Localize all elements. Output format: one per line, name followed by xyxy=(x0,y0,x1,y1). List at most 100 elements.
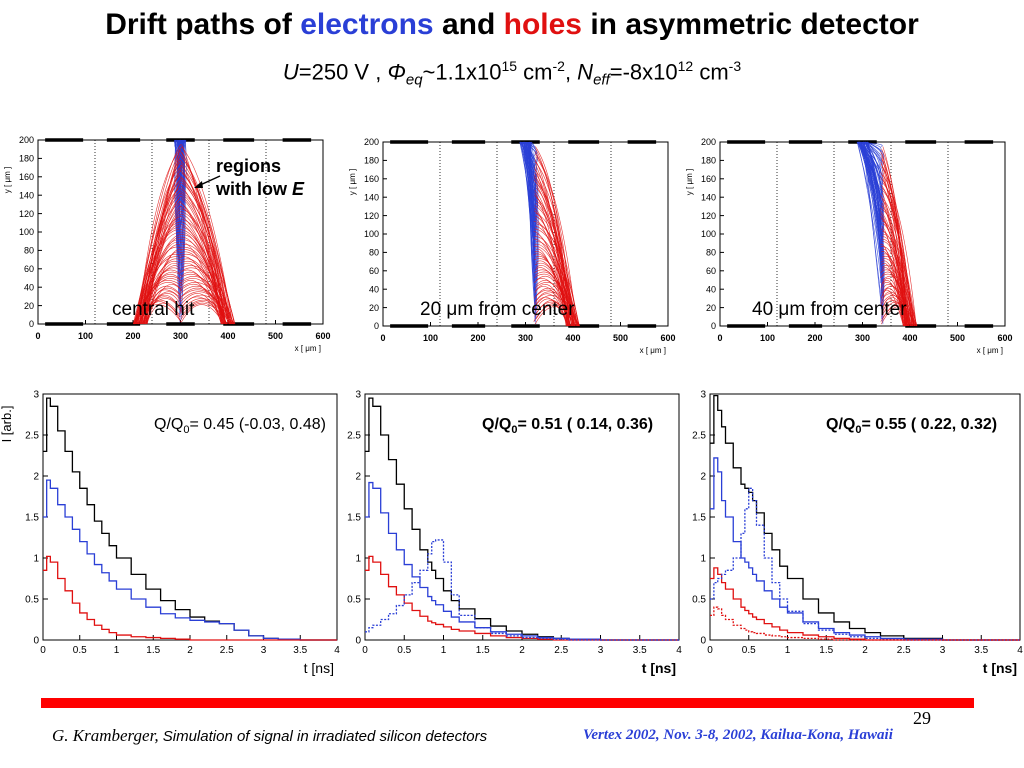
hole-path xyxy=(881,192,911,327)
charge-label-central-sub: 0 xyxy=(183,424,190,437)
detector-parameters: U=250 V , Φeq~1.1x1015 cm-2, Neff=-8x101… xyxy=(0,58,1024,89)
y-tick-label: 140 xyxy=(19,190,34,200)
low-field-annotation: regions with low E xyxy=(216,155,304,201)
hole-path xyxy=(136,144,181,325)
footer-accent-bar xyxy=(41,698,974,708)
current-pulse-central-plot: 0 0.5 1 1.5 2 2.5 3 3.5 4 0 0.5 1 1.5 2 2.5 3 t [ns] I [a… xyxy=(0,390,340,677)
current-series-line xyxy=(710,567,1020,641)
y-tick-label: 2.5 xyxy=(692,431,706,442)
x-tick-label: 0 xyxy=(362,645,368,656)
x-tick-label: 2 xyxy=(519,645,525,656)
electron-path xyxy=(860,141,882,281)
hole-path xyxy=(181,293,223,325)
hole-path xyxy=(533,231,576,327)
x-tick-label: 1 xyxy=(114,645,120,656)
y-tick-label: 0.5 xyxy=(25,595,39,606)
hole-path xyxy=(882,223,904,327)
electron-path xyxy=(865,141,883,157)
electron-path xyxy=(519,141,537,191)
x-tick-label: 4 xyxy=(1017,645,1023,656)
current-series-line xyxy=(710,487,1020,641)
neff-value: =-8x10 xyxy=(609,59,678,85)
drift-trajectories xyxy=(132,139,236,325)
hole-path xyxy=(179,241,222,325)
neff-unit: cm xyxy=(693,59,729,85)
y-tick-label: 80 xyxy=(369,248,379,258)
conference-info: Vertex 2002, Nov. 3-8, 2002, Kailua-Kona… xyxy=(583,727,893,743)
x-axis-label: t [ns] xyxy=(642,660,676,676)
annotation-arrow xyxy=(194,175,221,188)
fluence-subscript: eq xyxy=(405,71,423,89)
current-series-line xyxy=(710,606,1020,641)
x-tick-label: 600 xyxy=(660,333,675,343)
hole-path xyxy=(181,146,233,325)
y-tick-label: 100 xyxy=(701,229,716,239)
charge-label-20um-sub: 0 xyxy=(511,424,518,437)
x-tick-label: 0 xyxy=(380,333,385,343)
fluence-exponent: 15 xyxy=(501,58,518,74)
hole-path xyxy=(880,306,914,327)
electron-path xyxy=(857,141,883,175)
y-tick-label: 120 xyxy=(701,211,716,221)
x-tick-label: 100 xyxy=(423,333,438,343)
hole-path xyxy=(144,213,182,325)
x-tick-label: 3 xyxy=(261,645,267,656)
drift-paths-central-plot: 0 100 200 300 400 500 600 0 20 40 60 80 100 120 140 160… xyxy=(3,135,331,353)
neff-unit-exponent: -3 xyxy=(728,58,742,74)
hole-path xyxy=(533,297,569,327)
hole-path xyxy=(179,298,230,325)
y-tick-label: 140 xyxy=(364,192,379,202)
caption-40um-suffix: m from center xyxy=(789,299,907,320)
electron-path xyxy=(174,139,181,148)
y-tick-label: 0 xyxy=(29,319,34,329)
x-tick-label: 500 xyxy=(613,333,628,343)
x-tick-label: 2.5 xyxy=(220,645,234,656)
y-tick-label: 2.5 xyxy=(25,431,39,442)
electron-path xyxy=(525,141,535,160)
hole-path xyxy=(881,267,915,327)
hole-path xyxy=(880,260,904,327)
y-tick-label: 3 xyxy=(700,390,706,401)
x-tick-label: 0 xyxy=(35,331,40,341)
title-holes: holes xyxy=(503,8,582,41)
x-tick-label: 1.5 xyxy=(146,645,160,656)
hole-path xyxy=(180,223,230,325)
y-tick-label: 0 xyxy=(355,636,361,647)
hole-path xyxy=(179,159,226,325)
talk-title: Simulation of signal in irradiated silic… xyxy=(158,728,488,745)
title-part-1: Drift paths of xyxy=(105,8,301,41)
hole-path xyxy=(135,195,182,325)
charge-label-40um-pre: Q/Q xyxy=(826,416,856,433)
x-tick-label: 400 xyxy=(220,331,235,341)
title-electrons: electrons xyxy=(300,8,434,41)
current-series-line xyxy=(365,481,679,641)
electron-path xyxy=(181,139,186,310)
neff-symbol: N xyxy=(577,59,594,85)
electron-path xyxy=(529,141,538,320)
x-tick-label: 300 xyxy=(173,331,188,341)
x-tick-label: 3 xyxy=(940,645,946,656)
hole-path xyxy=(145,154,181,325)
y-tick-label: 100 xyxy=(364,229,379,239)
charge-label-central-pre: Q/Q xyxy=(154,416,184,433)
x-tick-label: 400 xyxy=(565,333,580,343)
x-tick-label: 1 xyxy=(441,645,447,656)
x-tick-label: 100 xyxy=(78,331,93,341)
x-tick-label: 0.5 xyxy=(73,645,87,656)
y-tick-label: 2.5 xyxy=(347,431,361,442)
title-part-2: and xyxy=(433,8,504,41)
current-series-line xyxy=(43,555,337,641)
y-tick-label: 3 xyxy=(33,390,39,401)
y-tick-label: 0.5 xyxy=(692,595,706,606)
x-tick-label: 200 xyxy=(125,331,140,341)
hole-path xyxy=(146,302,181,325)
x-tick-label: 600 xyxy=(315,331,330,341)
y-tick-label: 140 xyxy=(701,192,716,202)
hole-path xyxy=(143,208,182,325)
y-tick-label: 60 xyxy=(706,266,716,276)
x-tick-label: 1.5 xyxy=(476,645,490,656)
y-tick-label: 100 xyxy=(19,227,34,237)
hole-path xyxy=(181,144,224,325)
hole-path xyxy=(534,159,568,327)
hole-path xyxy=(143,170,182,325)
